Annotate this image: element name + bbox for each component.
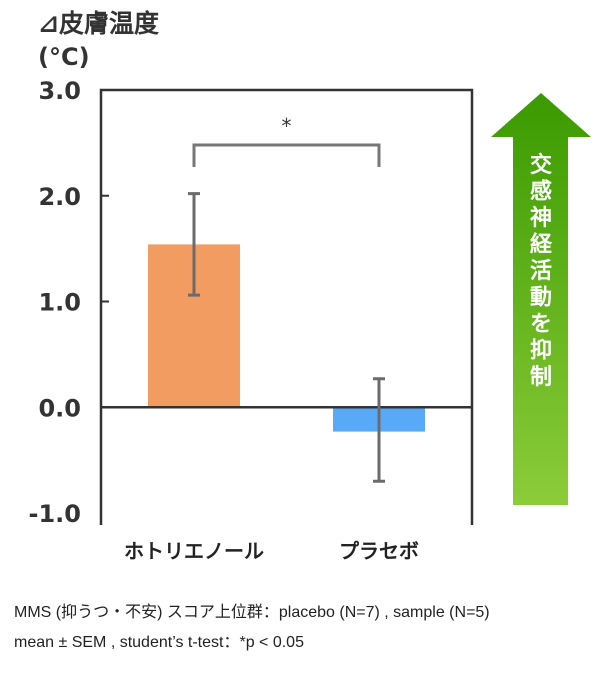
arrow-label-char: 交 (530, 152, 552, 178)
plot-frame (99, 88, 474, 525)
error-bar-1 (188, 192, 200, 297)
error-bar-2 (373, 377, 385, 483)
arrow-label-char: 神 (530, 205, 552, 231)
footnote-groups: MMS (抑うつ・不安) スコア上位群：placebo (N=7) , samp… (14, 604, 490, 621)
y-tick-label: 0.0 (38, 394, 81, 422)
y-tick-label: 1.0 (38, 289, 81, 317)
arrow-label-char: 感 (530, 179, 552, 205)
footnote-stats: mean ± SEM , student’s t-test：*p < 0.05 (14, 634, 304, 651)
y-axis-unit: (°C) (38, 43, 90, 71)
arrow-label-char: 抑 (530, 339, 552, 364)
significance-bracket (192, 143, 381, 167)
significance-marker: * (282, 114, 292, 138)
x-tick-label: プラセボ (339, 539, 419, 563)
y-tick-label: -1.0 (29, 500, 81, 528)
arrow-label-char: 活 (530, 259, 552, 284)
y-tick-label: 3.0 (38, 77, 81, 105)
arrow-label-char: を (530, 312, 552, 337)
x-tick-label: ホトリエノール (124, 539, 264, 563)
annotation-arrow: 交感神経活動を抑制 (491, 93, 591, 505)
arrow-label-char: 制 (530, 365, 552, 390)
arrow-shape (491, 93, 591, 505)
arrow-label: 交感神経活動を抑制 (530, 152, 553, 390)
arrow-label-char: 動 (530, 286, 552, 311)
arrow-label-char: 経 (530, 232, 553, 258)
y-tick-label: 2.0 (38, 183, 81, 211)
y-axis-title: ⊿皮膚温度 (38, 9, 159, 38)
